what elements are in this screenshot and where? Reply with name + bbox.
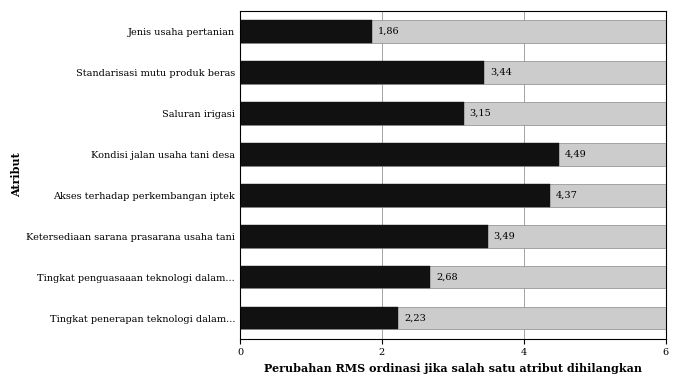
Bar bbox=[240, 102, 666, 125]
Bar bbox=[240, 61, 484, 84]
Text: 3,15: 3,15 bbox=[469, 109, 491, 118]
Text: 1,86: 1,86 bbox=[377, 27, 399, 36]
Bar bbox=[240, 307, 666, 330]
Bar bbox=[240, 20, 666, 43]
Bar bbox=[240, 143, 666, 166]
Bar bbox=[240, 266, 430, 288]
Bar bbox=[240, 143, 559, 166]
Text: 2,68: 2,68 bbox=[436, 273, 458, 282]
Text: 3,49: 3,49 bbox=[494, 232, 515, 241]
Bar bbox=[240, 184, 666, 207]
X-axis label: Perubahan RMS ordinasi jika salah satu atribut dihilangkan: Perubahan RMS ordinasi jika salah satu a… bbox=[264, 363, 642, 374]
Text: 4,49: 4,49 bbox=[564, 150, 586, 159]
Bar bbox=[240, 61, 666, 84]
Bar bbox=[240, 225, 488, 248]
Bar bbox=[240, 225, 666, 248]
Text: 2,23: 2,23 bbox=[404, 314, 426, 323]
Bar bbox=[240, 184, 550, 207]
Text: 3,44: 3,44 bbox=[490, 68, 511, 77]
Y-axis label: Atribut: Atribut bbox=[11, 152, 22, 197]
Bar bbox=[240, 102, 464, 125]
Bar bbox=[240, 266, 666, 288]
Bar bbox=[240, 307, 398, 330]
Bar bbox=[240, 20, 372, 43]
Text: 4,37: 4,37 bbox=[556, 191, 578, 200]
